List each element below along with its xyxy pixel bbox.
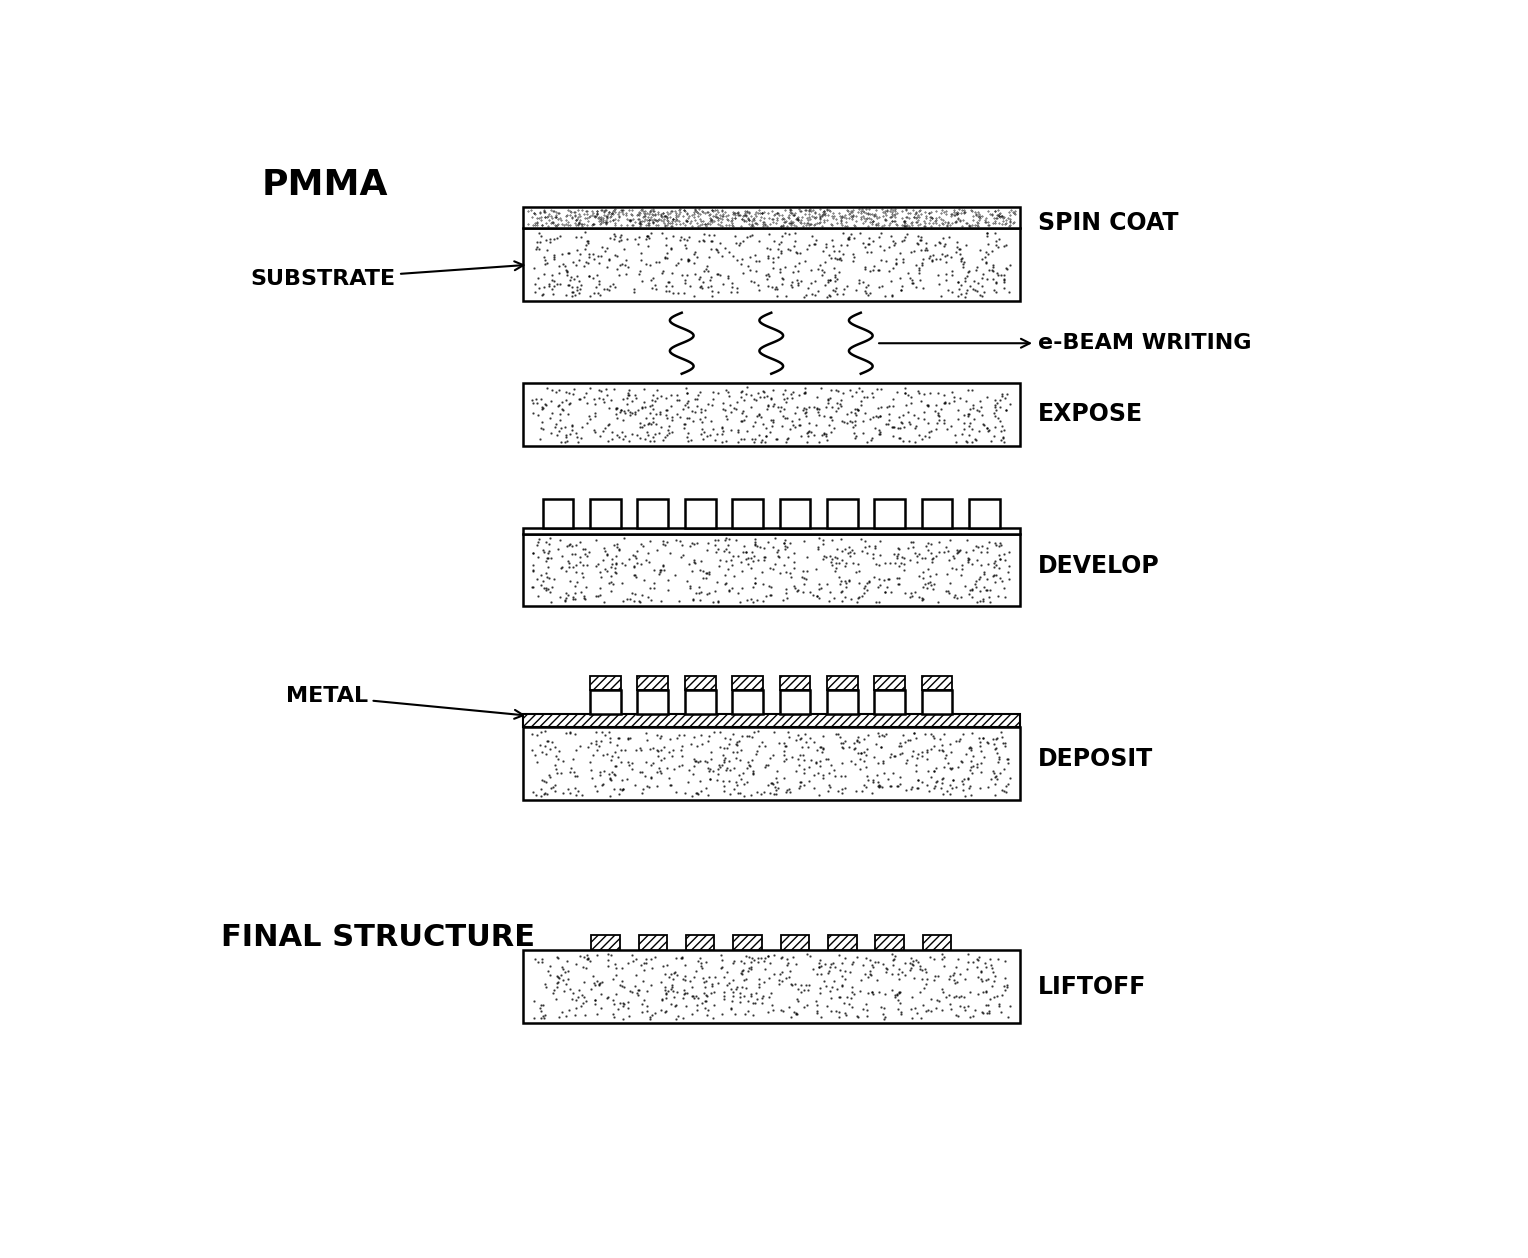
Bar: [921, 676, 952, 689]
Bar: [523, 208, 1021, 229]
Bar: [542, 498, 573, 528]
Bar: [874, 676, 905, 689]
Bar: [732, 498, 762, 528]
Text: e-BEAM WRITING: e-BEAM WRITING: [879, 333, 1251, 353]
Text: EXPOSE: EXPOSE: [1038, 403, 1143, 426]
Bar: [523, 384, 1021, 447]
Bar: [523, 713, 1021, 727]
Bar: [732, 689, 762, 713]
Text: DEPOSIT: DEPOSIT: [1038, 747, 1154, 771]
Bar: [874, 498, 905, 528]
Bar: [523, 229, 1021, 301]
Bar: [685, 498, 715, 528]
Bar: [590, 689, 620, 713]
Bar: [779, 689, 810, 713]
Bar: [637, 676, 668, 689]
Bar: [686, 935, 715, 950]
Bar: [921, 498, 952, 528]
Text: LIFTOFF: LIFTOFF: [1038, 975, 1146, 999]
Bar: [969, 498, 999, 528]
Bar: [591, 935, 620, 950]
Bar: [637, 689, 668, 713]
Bar: [923, 935, 952, 950]
Bar: [827, 676, 857, 689]
Bar: [639, 935, 668, 950]
Bar: [590, 676, 620, 689]
Text: METAL: METAL: [286, 687, 524, 718]
Bar: [637, 498, 668, 528]
Bar: [874, 689, 905, 713]
Bar: [523, 528, 1021, 533]
Text: FINAL STRUCTURE: FINAL STRUCTURE: [220, 923, 535, 952]
Bar: [523, 950, 1021, 1023]
Bar: [732, 676, 762, 689]
Text: PMMA: PMMA: [263, 167, 388, 201]
Bar: [590, 498, 620, 528]
Bar: [523, 533, 1021, 606]
Bar: [733, 935, 762, 950]
Bar: [921, 689, 952, 713]
Bar: [779, 676, 810, 689]
Bar: [685, 689, 715, 713]
Text: SPIN COAT: SPIN COAT: [1038, 210, 1178, 235]
Bar: [827, 689, 857, 713]
Text: DEVELOP: DEVELOP: [1038, 554, 1160, 577]
Bar: [685, 676, 715, 689]
Bar: [779, 498, 810, 528]
Bar: [828, 935, 857, 950]
Bar: [827, 498, 857, 528]
Bar: [876, 935, 905, 950]
Bar: [781, 935, 810, 950]
Bar: [523, 727, 1021, 800]
Text: SUBSTRATE: SUBSTRATE: [251, 262, 524, 289]
